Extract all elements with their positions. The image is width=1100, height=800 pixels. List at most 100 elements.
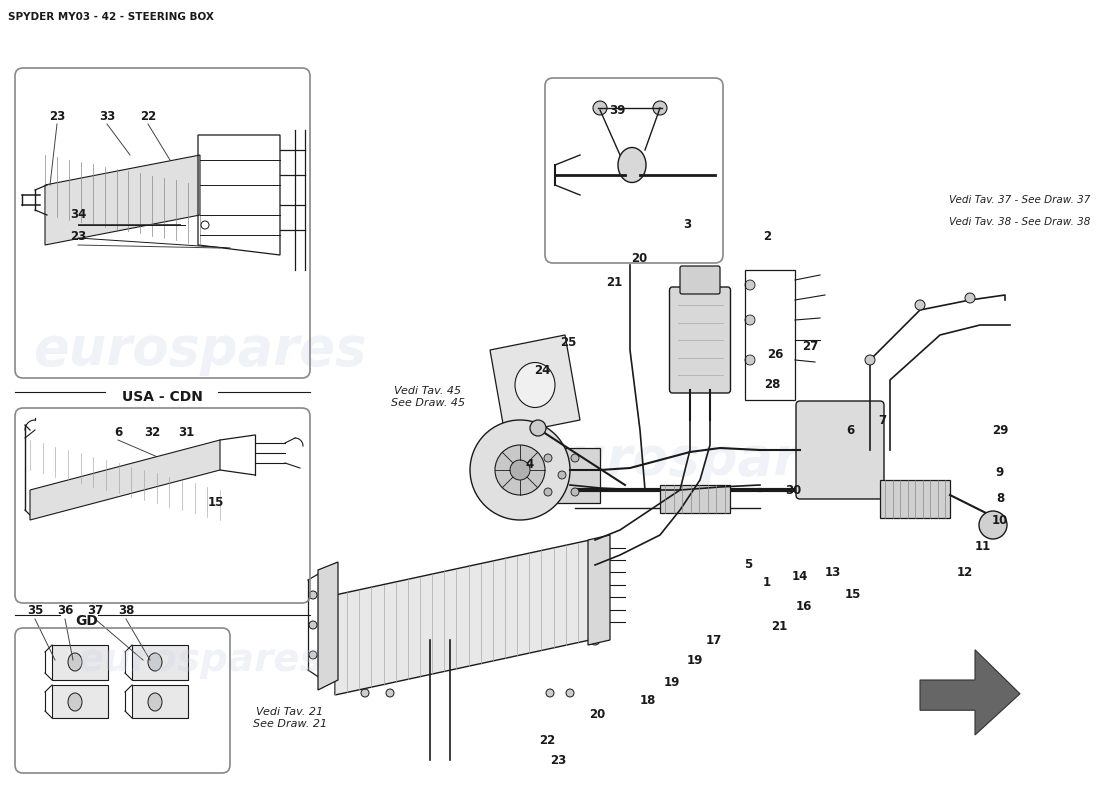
Text: 18: 18 — [640, 694, 657, 706]
Circle shape — [544, 454, 552, 462]
Text: 33: 33 — [99, 110, 116, 122]
Polygon shape — [880, 480, 950, 518]
Circle shape — [865, 355, 874, 365]
Text: 23: 23 — [550, 754, 566, 766]
Text: Vedi Tav. 21
See Draw. 21: Vedi Tav. 21 See Draw. 21 — [253, 707, 327, 729]
Text: 38: 38 — [118, 605, 134, 618]
Text: 1: 1 — [763, 577, 771, 590]
Circle shape — [979, 511, 1006, 539]
Text: 6: 6 — [846, 423, 854, 437]
Text: 14: 14 — [792, 570, 808, 582]
Text: 27: 27 — [802, 341, 818, 354]
Polygon shape — [490, 335, 580, 435]
Text: 16: 16 — [795, 601, 812, 614]
Circle shape — [544, 488, 552, 496]
Polygon shape — [52, 645, 108, 680]
Text: 34: 34 — [69, 209, 86, 222]
Text: 8: 8 — [996, 491, 1004, 505]
Text: Vedi Tav. 45
See Draw. 45: Vedi Tav. 45 See Draw. 45 — [390, 386, 465, 408]
Text: 21: 21 — [771, 621, 788, 634]
Text: Vedi Tav. 38 - See Draw. 38: Vedi Tav. 38 - See Draw. 38 — [948, 217, 1090, 227]
Circle shape — [546, 689, 554, 697]
Text: 23: 23 — [48, 110, 65, 122]
Circle shape — [566, 689, 574, 697]
Text: 6: 6 — [114, 426, 122, 438]
Text: USA - CDN: USA - CDN — [122, 390, 202, 404]
Polygon shape — [318, 562, 338, 690]
Text: 31: 31 — [178, 426, 194, 438]
Text: 20: 20 — [588, 709, 605, 722]
Text: 22: 22 — [539, 734, 556, 746]
Polygon shape — [920, 650, 1020, 735]
Ellipse shape — [515, 362, 556, 407]
Text: 32: 32 — [144, 426, 161, 438]
Text: 37: 37 — [87, 605, 103, 618]
Circle shape — [530, 420, 546, 436]
Text: 11: 11 — [975, 539, 991, 553]
FancyBboxPatch shape — [796, 401, 884, 499]
Circle shape — [510, 460, 530, 480]
Text: 3: 3 — [683, 218, 691, 231]
Circle shape — [745, 280, 755, 290]
Text: 24: 24 — [534, 363, 550, 377]
Text: 2: 2 — [763, 230, 771, 243]
Ellipse shape — [148, 693, 162, 711]
Text: 10: 10 — [992, 514, 1008, 527]
Circle shape — [571, 454, 579, 462]
Text: 29: 29 — [992, 423, 1009, 437]
Polygon shape — [588, 535, 610, 645]
Ellipse shape — [618, 147, 646, 182]
Circle shape — [558, 471, 566, 479]
Circle shape — [571, 488, 579, 496]
Ellipse shape — [68, 693, 82, 711]
Circle shape — [309, 591, 317, 599]
Text: 19: 19 — [663, 675, 680, 689]
Text: 15: 15 — [845, 589, 861, 602]
Text: 13: 13 — [825, 566, 842, 578]
Circle shape — [915, 300, 925, 310]
Text: SPYDER MY03 - 42 - STEERING BOX: SPYDER MY03 - 42 - STEERING BOX — [8, 12, 213, 22]
Circle shape — [745, 315, 755, 325]
Text: eurospares: eurospares — [77, 641, 323, 679]
Polygon shape — [132, 685, 188, 718]
Circle shape — [965, 293, 975, 303]
Ellipse shape — [148, 653, 162, 671]
Polygon shape — [660, 485, 730, 513]
Polygon shape — [30, 440, 220, 520]
Text: Vedi Tav. 37 - See Draw. 37: Vedi Tav. 37 - See Draw. 37 — [948, 195, 1090, 205]
Text: eurospares: eurospares — [534, 434, 867, 486]
Ellipse shape — [68, 653, 82, 671]
Polygon shape — [132, 645, 188, 680]
Text: GD: GD — [75, 614, 98, 628]
Text: 21: 21 — [606, 275, 623, 289]
Text: 12: 12 — [957, 566, 974, 578]
Text: 35: 35 — [26, 605, 43, 618]
FancyBboxPatch shape — [680, 266, 720, 294]
Text: 36: 36 — [57, 605, 74, 618]
Circle shape — [593, 101, 607, 115]
FancyBboxPatch shape — [670, 287, 730, 393]
Circle shape — [590, 635, 600, 645]
Text: eurospares: eurospares — [33, 324, 366, 376]
Text: 17: 17 — [706, 634, 722, 647]
Circle shape — [361, 689, 368, 697]
Text: 30: 30 — [785, 483, 801, 497]
Text: 4: 4 — [526, 458, 535, 471]
Circle shape — [309, 651, 317, 659]
Text: 26: 26 — [767, 349, 783, 362]
Circle shape — [309, 621, 317, 629]
Text: 25: 25 — [560, 335, 576, 349]
Text: 19: 19 — [686, 654, 703, 666]
Circle shape — [653, 101, 667, 115]
Text: 39: 39 — [608, 103, 625, 117]
Circle shape — [495, 445, 544, 495]
Text: 5: 5 — [744, 558, 752, 570]
Text: 22: 22 — [140, 110, 156, 122]
Polygon shape — [336, 540, 590, 695]
Bar — [535, 448, 600, 503]
Polygon shape — [52, 685, 108, 718]
Circle shape — [386, 689, 394, 697]
Text: 28: 28 — [763, 378, 780, 391]
Text: 15: 15 — [208, 495, 224, 509]
Circle shape — [745, 355, 755, 365]
